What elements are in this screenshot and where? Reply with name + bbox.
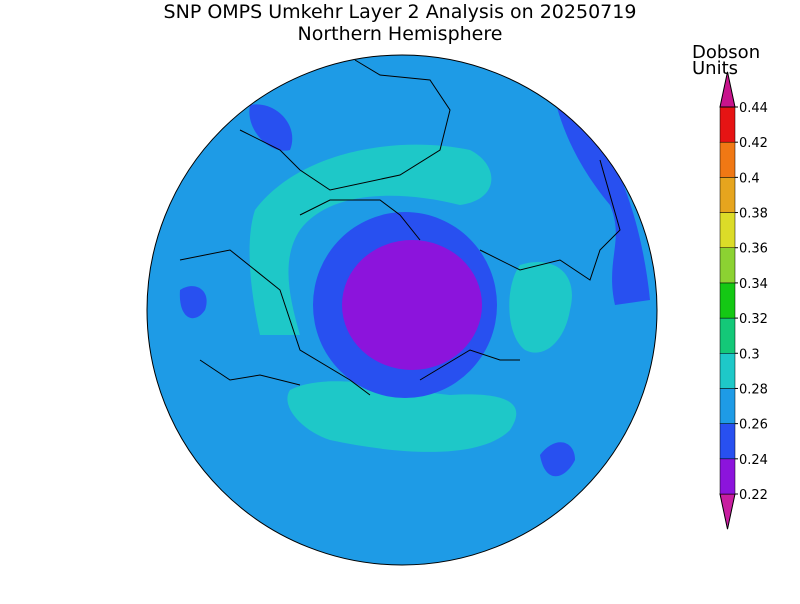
- contour-region: [249, 144, 492, 335]
- colorbar-unit: Units: [692, 58, 738, 79]
- contour-region: [249, 104, 293, 151]
- contour-region: [509, 262, 572, 353]
- colorbar-segment: [719, 353, 736, 389]
- map-border: [146, 54, 658, 566]
- contour-region: [342, 240, 482, 370]
- title: SNP OMPS Umkehr Layer 2 Analysis on 2025…: [164, 1, 637, 23]
- colorbar-unit: Dobson: [692, 42, 760, 63]
- colorbar: 0.22 0.24 0.26 0.28 0.3 0.32 0.34 0.36 0.38 0.4 0.…: [692, 42, 768, 530]
- colorbar-segment: [719, 423, 736, 460]
- colorbar-segment: [719, 212, 736, 248]
- colorbar-segment: [719, 141, 736, 178]
- colorbar-segment: [719, 458, 736, 495]
- colorbar-segment: [719, 282, 736, 319]
- colorbar-segment: [719, 106, 736, 143]
- contour-region: [287, 381, 517, 452]
- colorbar-segment: [719, 317, 736, 354]
- colorbar-segment: [719, 177, 736, 213]
- contour-region: [555, 100, 650, 305]
- colorbar-arrow: [719, 71, 736, 108]
- colorbar-segment: [719, 247, 736, 284]
- colorbar-tick-label: 0.4: [739, 171, 760, 186]
- colorbar-arrow: [719, 493, 736, 530]
- colorbar-segment: [719, 388, 736, 424]
- colorbar-tick-label: 0.22: [739, 488, 768, 503]
- colorbar-tick-label: 0.42: [739, 136, 768, 151]
- colorbar-tick-label: 0.26: [739, 418, 768, 433]
- subtitle: Northern Hemisphere: [298, 23, 503, 45]
- colorbar-tick-label: 0.44: [739, 101, 768, 116]
- colorbar-tick-label: 0.32: [739, 312, 768, 327]
- colorbar-tick-label: 0.3: [739, 347, 760, 362]
- colorbar-tick-label: 0.36: [739, 242, 768, 257]
- colorbar-tick-label: 0.24: [739, 453, 768, 468]
- colorbar-tick-label: 0.38: [739, 207, 768, 222]
- colorbar-tick-label: 0.34: [739, 277, 768, 292]
- coastline: [179, 59, 621, 396]
- contour-region: [179, 286, 207, 319]
- contour-region: [540, 442, 575, 477]
- colorbar-tick-label: 0.28: [739, 382, 768, 397]
- map: [147, 55, 657, 565]
